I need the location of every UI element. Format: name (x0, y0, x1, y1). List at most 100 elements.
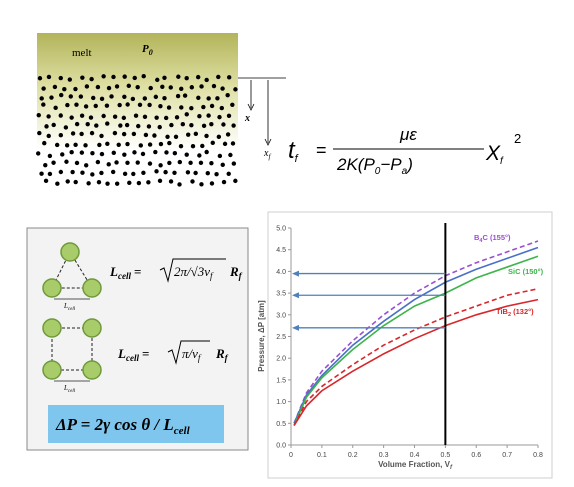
melt-label: melt (72, 47, 92, 59)
particle (216, 74, 221, 80)
particle (65, 179, 70, 184)
particle (220, 86, 225, 91)
annotation: TiB2 (132°) (496, 307, 534, 318)
particle (88, 115, 94, 120)
particle (94, 123, 99, 128)
particle (135, 84, 140, 90)
eq-t: tf (288, 137, 299, 165)
particle (121, 131, 127, 137)
annotation-label: B (474, 233, 480, 242)
particle (217, 153, 223, 159)
particle (189, 106, 194, 111)
y-tick-label: 2.0 (276, 356, 286, 363)
y-tick-label: 5.0 (276, 226, 286, 233)
series-line (293, 287, 539, 426)
xf: x (263, 148, 269, 159)
particle (91, 95, 96, 101)
particle (118, 123, 123, 128)
particle (83, 163, 89, 168)
particle (127, 180, 132, 186)
p: P (142, 43, 149, 55)
particle (206, 96, 211, 101)
y-tick-label: 1.0 (276, 399, 286, 406)
particle (176, 74, 181, 79)
l: L (63, 302, 68, 310)
y-tick-label: 2.5 (276, 334, 286, 341)
particle (153, 94, 159, 100)
particle (112, 114, 118, 119)
particle (228, 152, 233, 158)
particle (233, 87, 238, 92)
particle (168, 179, 174, 184)
particle (138, 143, 144, 148)
formula-1: Lcell = 2π/√3vf Rf (109, 258, 243, 283)
pressure-formula: ΔP = 2γ cos θ / Lcell (55, 415, 191, 437)
particle (114, 84, 120, 89)
particle (204, 133, 209, 139)
particle (39, 96, 44, 101)
particle (125, 141, 130, 147)
particle (205, 170, 210, 176)
y-axis-label: Pressure, ΔP [atm] (257, 300, 266, 372)
p-sub: 0 (149, 48, 153, 57)
particle (158, 141, 164, 147)
particle (60, 152, 65, 157)
particle (89, 130, 95, 136)
particle (112, 130, 118, 136)
particle (179, 86, 184, 92)
particle (58, 169, 64, 175)
particle (177, 182, 182, 187)
particle (65, 102, 70, 108)
main: ΔP = 2γ cos θ / L (55, 415, 174, 434)
particle (172, 151, 178, 156)
particle (173, 134, 179, 139)
particle (41, 102, 46, 107)
particle (125, 102, 130, 107)
particle (209, 160, 214, 166)
spacing-label: Lcell (63, 384, 76, 394)
particle (225, 132, 231, 137)
den-a: 2K(P (336, 155, 375, 174)
particle (209, 121, 214, 127)
particle (165, 134, 170, 139)
x-tick-label: 0.2 (348, 452, 358, 459)
x: X (485, 142, 501, 165)
particle (58, 113, 63, 118)
particle (51, 160, 56, 165)
inner-sub: f (210, 271, 214, 281)
sqrt-sign (159, 258, 226, 283)
particle (158, 103, 163, 109)
r-sub: f (225, 353, 229, 363)
particle (148, 85, 153, 91)
particle (43, 162, 48, 168)
particle (85, 121, 90, 127)
arrowhead (292, 270, 299, 277)
x-arrowhead (247, 103, 255, 111)
particle (197, 114, 202, 119)
y-tick-label: 1.5 (276, 377, 286, 384)
particle (97, 142, 102, 148)
y-tick-label: 3.5 (276, 291, 286, 298)
particle (190, 143, 196, 149)
particle (146, 124, 152, 129)
particle (155, 77, 160, 83)
particle (221, 122, 226, 127)
particle (133, 113, 139, 118)
particle (137, 102, 143, 108)
particle (105, 121, 110, 126)
particle (74, 102, 79, 107)
particle (162, 95, 167, 101)
particle (132, 75, 137, 81)
particle (142, 96, 148, 101)
particle (73, 179, 78, 185)
particle (189, 122, 194, 128)
particle (201, 104, 206, 110)
particle (152, 133, 157, 138)
particle (51, 122, 56, 128)
equation: tf = με 2K(P0−Pa) Xf 2 (288, 125, 521, 177)
particle (209, 181, 215, 186)
f1-r: Rf (229, 264, 243, 281)
x-tick-label: 0.4 (410, 452, 420, 459)
particle (185, 170, 191, 175)
x-tick-label: 0.6 (471, 452, 481, 459)
